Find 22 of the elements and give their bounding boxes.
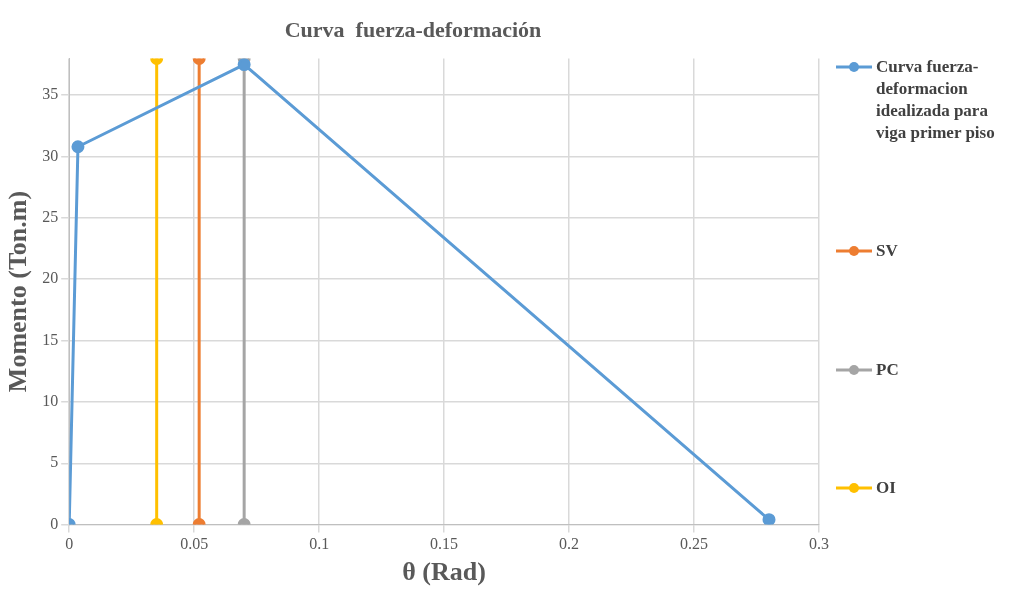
legend-label: OI bbox=[876, 477, 896, 499]
legend-label: SV bbox=[876, 240, 898, 263]
y-tick-label: 0 bbox=[50, 514, 59, 532]
legend-label: PC bbox=[876, 358, 899, 381]
x-axis-title: θ (Rad) bbox=[402, 557, 486, 587]
y-tick-label: 35 bbox=[42, 85, 59, 103]
x-tick-label: 0.15 bbox=[430, 535, 459, 553]
y-tick-label: 25 bbox=[42, 208, 59, 226]
x-tick-label: 0.1 bbox=[309, 535, 330, 553]
chart-title: Curva fuerza-deformación bbox=[284, 16, 542, 42]
y-tick-label: 20 bbox=[42, 269, 59, 287]
y-tick-label: 15 bbox=[42, 330, 59, 348]
x-tick-label: 0.3 bbox=[809, 535, 829, 553]
x-tick-label: 0.25 bbox=[680, 535, 709, 553]
x-tick-label: 0.2 bbox=[559, 535, 580, 553]
y-axis-title: Momento (Ton.m) bbox=[3, 190, 33, 393]
y-tick-label: 30 bbox=[42, 146, 59, 164]
x-tick-label: 0.05 bbox=[180, 535, 209, 553]
legend-label: Curva fuerza-deformacion idealizada para viga primer piso bbox=[876, 56, 996, 144]
x-tick-label: 0 bbox=[65, 535, 74, 553]
y-tick-label: 10 bbox=[42, 392, 59, 410]
y-tick-label: 5 bbox=[50, 453, 59, 471]
